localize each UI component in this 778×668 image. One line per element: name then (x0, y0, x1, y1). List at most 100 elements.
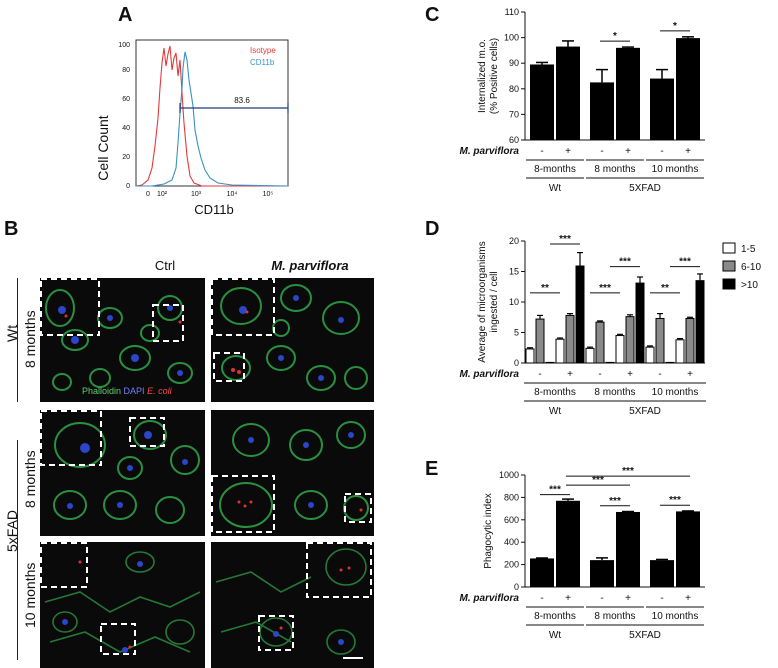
sign-label: + (625, 593, 631, 604)
bar-6-10 (655, 317, 665, 364)
group-label: 10 months (652, 611, 699, 622)
y-tick-label: 20 (509, 236, 519, 246)
legend-swatch->10 (722, 278, 736, 290)
y-tick-label: 600 (504, 515, 519, 525)
sign-label: - (540, 146, 543, 157)
y-tick-label: 100 (504, 33, 519, 43)
sign-label: + (685, 593, 691, 604)
y-axis-label: ingested / cell (489, 271, 500, 332)
panel-label-a: A (118, 4, 133, 26)
a-xtick: 10⁴ (227, 191, 238, 198)
bar->10 (665, 361, 675, 364)
genotype-label: Wt (549, 630, 561, 641)
sign-label: - (600, 146, 603, 157)
bar-6-10 (535, 318, 545, 364)
a-ytick: 80 (122, 67, 130, 74)
legend-label: 6-10 (741, 262, 761, 273)
panel-label-c: C (425, 4, 440, 26)
isotype-histogram (135, 45, 288, 187)
legend-swatch-1-5 (722, 242, 736, 254)
panel-label-e: E (425, 458, 439, 480)
sign-label: - (598, 369, 601, 380)
col-header-ctrl: Ctrl (154, 258, 176, 273)
y-axis-label: Average of microorganisms (477, 241, 488, 363)
y-tick-label: 80 (509, 84, 519, 94)
significance-label: *** (669, 495, 681, 506)
bar->10 (695, 280, 705, 364)
bar (530, 558, 554, 587)
group-label: 8 months (594, 611, 635, 622)
y-tick-label: 15 (509, 267, 519, 277)
significance-label: *** (559, 234, 571, 245)
bar (676, 511, 700, 587)
col-header-mparviflora: M. parviflora (271, 258, 349, 273)
treatment-label: M. parviflora (460, 593, 520, 604)
sign-label: - (538, 369, 541, 380)
micrograph-wt-ctrl: Phalloidin DAPI E. coli (40, 278, 205, 402)
panel-a-ylabel: Cell Count (95, 115, 111, 180)
a-ytick: 0 (126, 183, 130, 190)
bar (530, 64, 554, 140)
a-xtick: 10³ (191, 191, 202, 198)
y-tick-label: 10 (509, 297, 519, 307)
cd11b-histogram (136, 51, 289, 187)
genotype-label: Wt (549, 406, 561, 417)
bar (616, 511, 640, 587)
y-tick-label: 1000 (499, 470, 519, 480)
micrograph-5xfad-10m-ctrl (40, 542, 205, 668)
a-ytick: 40 (122, 125, 130, 132)
panel-a-xlabel: CD11b (194, 202, 234, 217)
sign-label: + (567, 369, 573, 380)
y-axis-label: Phagocytic index (483, 493, 494, 569)
genotype-label: 5XFAD (629, 183, 661, 194)
a-ytick: 60 (122, 96, 130, 103)
sign-label: + (565, 146, 571, 157)
panel-label-d: D (425, 218, 440, 240)
a-xtick: 0 (146, 191, 150, 198)
bar-1-5 (645, 346, 655, 364)
significance-label: *** (549, 485, 561, 496)
significance-label: ** (541, 283, 549, 294)
sign-label: - (660, 146, 663, 157)
bar-1-5 (615, 335, 625, 364)
significance-label: *** (592, 475, 604, 486)
panel-a-yticks: 0 20 40 60 80 100 (118, 42, 130, 190)
y-tick-label: 0 (514, 582, 519, 592)
genotype-label: 5XFAD (629, 406, 661, 417)
group-label: 10 months (652, 387, 699, 398)
y-axis-label: (% Positive cells) (489, 38, 500, 114)
treatment-label: M. parviflora (460, 146, 520, 157)
legend-isotype: Isotype (250, 46, 276, 55)
stain-phalloidin: Phalloidin (82, 386, 122, 396)
bar-1-5 (585, 347, 595, 364)
sign-label: - (660, 593, 663, 604)
legend-swatch-6-10 (722, 260, 736, 272)
a-xtick: 10⁵ (263, 191, 274, 198)
bar-1-5 (555, 338, 565, 364)
sign-label: - (540, 593, 543, 604)
significance-label: ** (661, 283, 669, 294)
sign-label: + (625, 146, 631, 157)
chart-d: 0 5 10 15 20 Average of microorganisms ingeste… (460, 234, 762, 417)
bar-1-5 (525, 348, 535, 364)
group-label: 8-months (534, 611, 576, 622)
chart-c: 60 70 80 90 100 110 Internalized m.o. (% Positi… (460, 7, 705, 194)
sign-label: - (658, 369, 661, 380)
bar (590, 82, 614, 140)
bar (590, 560, 614, 587)
group-label: 8 months (594, 164, 635, 175)
a-xtick: 10² (157, 191, 168, 198)
y-tick-label: 400 (504, 537, 519, 547)
bar (616, 47, 640, 141)
bar (676, 38, 700, 140)
bar-6-10 (685, 317, 695, 364)
panel-label-b: B (4, 218, 19, 240)
bar->10 (545, 361, 555, 364)
sign-label: - (600, 593, 603, 604)
y-axis-label: Internalized m.o. (477, 39, 488, 113)
gate-value: 83.6 (234, 96, 250, 105)
bar (556, 46, 580, 141)
bar->10 (635, 282, 645, 364)
significance-label: *** (622, 466, 634, 477)
micrograph-5xfad-8m-mparviflora (211, 410, 374, 536)
